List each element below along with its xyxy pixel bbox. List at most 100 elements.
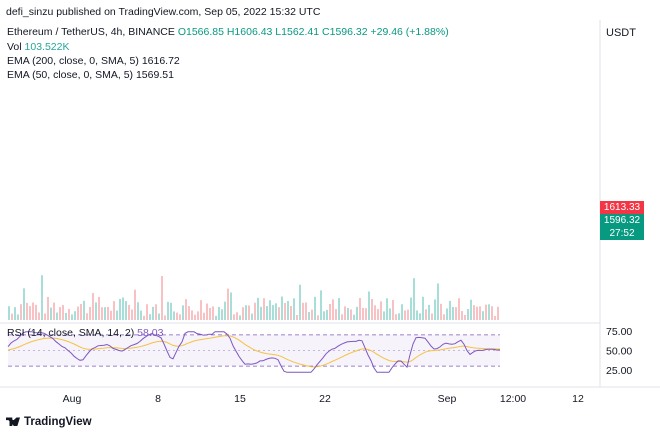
- volume-bar: [191, 310, 193, 320]
- volume-bar: [221, 309, 223, 320]
- volume-bar: [377, 309, 379, 320]
- volume-bar: [227, 288, 229, 320]
- volume-bar: [275, 303, 277, 320]
- volume-bar: [185, 299, 187, 320]
- volume-bar: [317, 315, 319, 320]
- volume-bar: [467, 309, 469, 320]
- volume-bar: [452, 307, 454, 320]
- volume-bar: [122, 297, 124, 320]
- time-axis-label: 12:00: [500, 393, 526, 405]
- volume-bar: [431, 313, 433, 320]
- volume-bar: [320, 290, 322, 320]
- time-axis-label: Sep: [438, 393, 457, 405]
- volume-bar: [476, 306, 478, 320]
- volume-bar: [179, 314, 181, 320]
- volume-bar: [173, 311, 175, 320]
- volume-bar: [434, 299, 436, 320]
- currency-label: USDT: [606, 27, 636, 39]
- volume-bar: [47, 296, 49, 320]
- volume-bar: [380, 301, 382, 320]
- volume-bar: [425, 309, 427, 320]
- volume-bar: [236, 312, 238, 320]
- volume-bar: [329, 304, 331, 320]
- volume-bar: [11, 313, 13, 320]
- volume-bar: [362, 307, 364, 320]
- volume-bar: [101, 307, 103, 320]
- time-axis-label: 8: [155, 393, 161, 405]
- volume-bar: [392, 299, 394, 320]
- volume-bar: [290, 305, 292, 320]
- volume-bar: [194, 314, 196, 320]
- volume-bar: [23, 288, 25, 320]
- volume-bar: [200, 300, 202, 320]
- ema50-legend[interactable]: EMA (50, close, 0, SMA, 5) 1569.51: [7, 69, 174, 81]
- volume-bar: [305, 302, 307, 320]
- symbol-name[interactable]: Ethereum / TetherUS, 4h, BINANCE: [7, 26, 175, 38]
- vol-legend[interactable]: Vol 103.522K: [7, 41, 70, 53]
- volume-bar: [350, 309, 352, 320]
- tradingview-logo[interactable]: TradingView: [6, 416, 92, 428]
- volume-bar: [410, 297, 412, 320]
- volume-bar: [134, 289, 136, 320]
- volume-bar: [284, 302, 286, 320]
- volume-bar: [104, 307, 106, 320]
- rsi-axis-label: 25.00: [606, 365, 632, 377]
- volume-bar: [146, 304, 148, 320]
- volume-bar: [110, 310, 112, 320]
- volume-bar: [311, 309, 313, 320]
- volume-bar: [68, 308, 70, 320]
- last-price-tag: 1596.32: [600, 214, 644, 227]
- volume-bar: [167, 301, 169, 320]
- volume-bar: [71, 314, 73, 320]
- ohlc-values: O1566.85 H1606.43 L1562.41 C1596.32 +29.…: [177, 26, 449, 38]
- volume-bar: [56, 312, 58, 320]
- volume-bar: [341, 314, 343, 320]
- volume-bar: [413, 278, 415, 320]
- volume-bar: [302, 302, 304, 320]
- volume-bar: [257, 297, 259, 320]
- volume-bar: [74, 311, 76, 320]
- volume-bar: [152, 306, 154, 320]
- volume-bar: [50, 307, 52, 320]
- volume-bar: [251, 313, 253, 320]
- volume-bar: [449, 300, 451, 320]
- volume-bar: [308, 311, 310, 320]
- volume-bar: [293, 298, 295, 320]
- volume-bar: [383, 311, 385, 320]
- volume-bar: [26, 302, 28, 320]
- volume-bar: [455, 307, 457, 320]
- volume-bar: [263, 298, 265, 320]
- volume-bar: [437, 283, 439, 320]
- volume-bar: [86, 313, 88, 320]
- volume-bar: [332, 299, 334, 320]
- rsi-legend[interactable]: RSI (14, close, SMA, 14, 2) 58.03: [7, 327, 164, 339]
- tradingview-logo-icon: [6, 417, 20, 427]
- volume-bar: [272, 305, 274, 320]
- volume-bar: [128, 304, 130, 320]
- volume-bar: [473, 305, 475, 320]
- volume-bar: [41, 275, 43, 320]
- countdown-tag: 27:52: [600, 227, 644, 240]
- volume-bar: [314, 296, 316, 320]
- volume-bar: [461, 311, 463, 320]
- ema200-legend[interactable]: EMA (200, close, 0, SMA, 5) 1616.72: [7, 55, 180, 67]
- volume-bar: [197, 311, 199, 320]
- volume-bar: [254, 302, 256, 320]
- volume-bar: [422, 296, 424, 320]
- volume-bar: [464, 314, 466, 320]
- volume-bar: [428, 304, 430, 320]
- volume-bar: [242, 307, 244, 320]
- volume-bar: [17, 314, 19, 320]
- volume-bar: [287, 300, 289, 320]
- volume-bar: [299, 284, 301, 320]
- publisher-line: defi_sinzu published on TradingView.com,…: [6, 6, 321, 18]
- volume-bar: [359, 297, 361, 320]
- volume-bar: [20, 304, 22, 320]
- volume-bar: [491, 306, 493, 320]
- volume-bar: [239, 315, 241, 320]
- symbol-header: Ethereum / TetherUS, 4h, BINANCE O1566.8…: [7, 26, 449, 38]
- volume-bar: [338, 298, 340, 320]
- rsi-line: [7, 331, 501, 373]
- time-axis-label: Aug: [63, 393, 82, 405]
